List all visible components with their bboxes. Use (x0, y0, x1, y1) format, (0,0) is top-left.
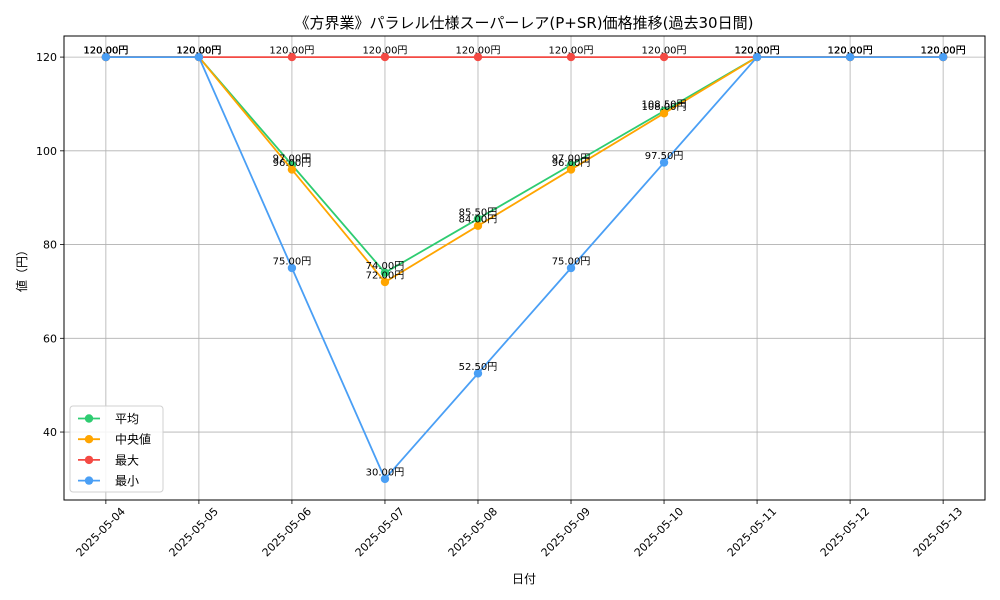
minimum-data-label: 52.50円 (459, 362, 498, 373)
minimum-data-label: 120.00円 (735, 46, 780, 57)
average-data-label: 120.00円 (921, 46, 966, 57)
median-data-label: 108.00円 (642, 102, 687, 113)
legend-minimum-label: 最小 (115, 474, 139, 488)
maximum-data-label: 120.00円 (455, 46, 500, 57)
maximum-point (473, 52, 483, 62)
legend-average-label: 平均 (115, 412, 139, 426)
maximum-point (287, 52, 297, 62)
maximum-point (380, 52, 390, 62)
maximum-data-label: 120.00円 (176, 46, 221, 57)
minimum-point (845, 52, 855, 62)
maximum-data-label: 120.00円 (642, 46, 687, 57)
maximum-data-label: 120.00円 (921, 46, 966, 57)
minimum-data-label: 120.00円 (83, 46, 128, 57)
minimum-point (566, 263, 576, 273)
maximum-data-label: 120.00円 (269, 46, 314, 57)
y-axis-label: 値（円） (14, 244, 29, 292)
average-data-label: 97.00円 (273, 153, 312, 164)
y-tick-label: 60 (43, 332, 57, 345)
x-axis-label: 日付 (512, 572, 536, 586)
average-data-label: 120.00円 (828, 46, 873, 57)
maximum-data-label: 120.00円 (735, 46, 780, 57)
minimum-point (194, 52, 204, 62)
minimum-point (752, 52, 762, 62)
minimum-point (938, 52, 948, 62)
average-data-label: 85.50円 (459, 207, 498, 218)
median-point (473, 221, 483, 231)
minimum-data-label: 75.00円 (552, 257, 591, 268)
legend-item-median: 中央値 (78, 432, 151, 447)
minimum-point (380, 474, 390, 484)
average-data-label: 120.00円 (176, 46, 221, 57)
minimum-data-label: 120.00円 (828, 46, 873, 57)
chart-title: 《方界業》パラレル仕様スーパーレア(P+SR)価格推移(過去30日間) (295, 14, 754, 32)
y-axis-ticks: 40 60 80 100 120 (36, 51, 64, 439)
data-label-layer: 120.00円 120.00円 97.00円 74.00円 85.50円 97.00円 10… (83, 46, 965, 479)
minimum-data-label: 30.00円 (366, 467, 405, 478)
median-data-label: 120.00円 (828, 46, 873, 57)
legend-median-marker (84, 435, 94, 444)
average-point (380, 268, 390, 277)
average-data-label: 74.00円 (366, 261, 405, 272)
median-data-label: 120.00円 (83, 46, 128, 57)
y-tick-label: 120 (36, 51, 57, 64)
legend-item-maximum: 最大 (78, 453, 139, 467)
average-data-label: 120.00円 (83, 46, 128, 57)
legend-maximum-marker (84, 455, 94, 465)
series-layer (101, 52, 948, 484)
axes-frame (63, 35, 986, 501)
median-data-label: 120.00円 (735, 46, 780, 57)
maximum-point (566, 52, 576, 62)
maximum-data-label: 120.00円 (83, 46, 128, 57)
minimum-data-label: 120.00円 (921, 46, 966, 57)
minimum-data-label: 75.00円 (273, 257, 312, 268)
median-point (287, 165, 297, 174)
median-data-label: 72.00円 (366, 271, 405, 282)
legend-item-minimum: 最小 (78, 474, 139, 488)
median-point (566, 165, 576, 174)
legend-box (69, 405, 164, 493)
minimum-point (287, 263, 297, 273)
y-tick-label: 100 (36, 145, 57, 158)
maximum-data-label: 120.00円 (362, 46, 407, 57)
legend-average-marker (84, 414, 94, 423)
median-data-label: 120.00円 (921, 46, 966, 57)
minimum-line (105, 56, 944, 480)
minimum-point (659, 158, 669, 167)
legend-item-average: 平均 (78, 412, 139, 426)
minimum-data-label: 97.50円 (645, 151, 684, 162)
median-data-label: 96.00円 (273, 158, 312, 169)
y-tick-label: 40 (43, 426, 57, 439)
median-data-label: 84.00円 (459, 214, 498, 225)
minimum-data-label: 120.00円 (176, 46, 221, 57)
median-data-label: 120.00円 (176, 46, 221, 57)
legend-median-label: 中央値 (115, 432, 151, 447)
median-point (380, 277, 390, 287)
maximum-data-label: 120.00円 (549, 46, 594, 57)
y-tick-label: 80 (43, 239, 57, 252)
legend-minimum-marker (84, 476, 94, 485)
average-data-label: 108.50円 (642, 99, 687, 110)
average-point (473, 214, 483, 223)
median-point (659, 109, 669, 118)
minimum-series (101, 52, 948, 484)
minimum-point (101, 52, 111, 62)
legend-maximum-label: 最大 (115, 453, 139, 467)
maximum-data-label: 120.00円 (828, 46, 873, 57)
average-data-label: 120.00円 (735, 46, 780, 57)
plot-area-background (64, 36, 985, 500)
maximum-point (659, 52, 669, 62)
minimum-point (473, 369, 483, 378)
average-data-label: 97.00円 (552, 153, 591, 164)
median-data-label: 96.00円 (552, 158, 591, 169)
